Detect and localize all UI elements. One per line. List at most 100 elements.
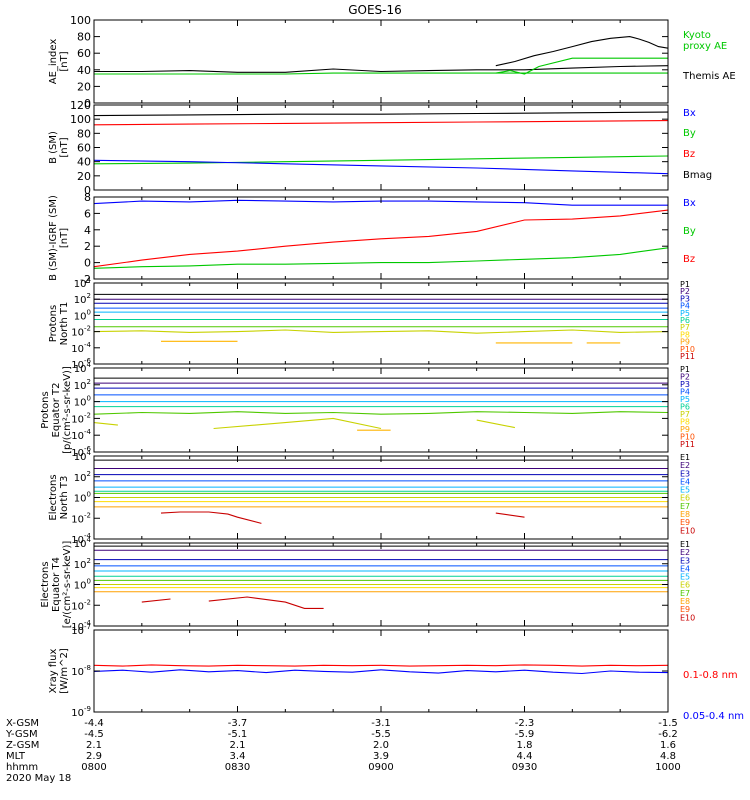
x-tick-label: 3.4 [230, 751, 246, 762]
legend-entry: 0.05-0.4 nm [683, 711, 744, 722]
series-line [208, 596, 324, 609]
y-tick-label: 10-2 [71, 511, 91, 525]
series-line [93, 120, 669, 126]
y-axis-label: Electrons [40, 561, 51, 607]
legend-entry: P5 [680, 395, 690, 404]
series-line [160, 511, 262, 524]
legend-entry: P11 [680, 440, 695, 449]
legend-entry: P1 [680, 365, 690, 374]
series-line [213, 417, 382, 430]
y-tick-label: 40 [77, 156, 91, 169]
series-line [495, 512, 525, 518]
legend-entry: P3 [680, 294, 690, 303]
y-tick-label: 80 [77, 31, 91, 44]
legend-entry: E10 [680, 613, 695, 622]
y-tick-label: 102 [74, 470, 91, 484]
y-axis-label: North T3 [59, 476, 70, 520]
x-axis-row-label: hhmm [6, 762, 38, 773]
y-tick-label: 0 [84, 257, 91, 270]
legend-entry: P3 [680, 380, 690, 389]
series-line [93, 411, 669, 415]
x-tick-label: -3.1 [371, 718, 391, 729]
y-tick-label: 20 [77, 80, 91, 93]
series-line [94, 72, 668, 75]
x-tick-label: 2.9 [86, 751, 102, 762]
x-tick-label: 1.6 [660, 740, 676, 751]
legend-entry: E8 [680, 597, 690, 606]
legend-entry: E8 [680, 510, 690, 519]
legend-entry: E1 [680, 540, 690, 549]
legend-entry: E4 [680, 564, 690, 573]
y-axis-label: [nT] [59, 137, 70, 157]
x-axis-row-label: X-GSM [6, 718, 39, 729]
series-line [93, 247, 669, 269]
legend-entry: Bz [683, 254, 695, 265]
y-tick-label: 104 [74, 449, 92, 463]
x-tick-label: -5.5 [371, 729, 391, 740]
y-tick-label: 10-2 [71, 598, 91, 612]
y-tick-label: 104 [74, 361, 92, 375]
legend-entry: P6 [680, 402, 690, 411]
legend-entry: E3 [680, 556, 690, 565]
x-tick-label: -5.9 [515, 729, 535, 740]
series-line [93, 159, 669, 175]
x-tick-label: 2.1 [230, 740, 246, 751]
y-axis-label: B (SM) [48, 131, 59, 164]
y-tick-label: 100 [74, 578, 91, 592]
legend-entry: P5 [680, 309, 690, 318]
x-tick-label: -4.5 [84, 729, 104, 740]
legend-entry: P9 [680, 338, 690, 347]
x-axis-row-label: Z-GSM [6, 740, 39, 751]
y-axis-label: Electrons [48, 474, 59, 520]
x-tick-label: 0930 [512, 762, 537, 773]
y-tick-label: 60 [77, 142, 91, 155]
x-tick-label: -2.3 [515, 718, 535, 729]
y-tick-label: 10-4 [71, 341, 91, 355]
legend-entry: E9 [680, 605, 690, 614]
legend-entry: Bx [683, 108, 696, 119]
series-line [141, 598, 171, 603]
y-tick-label: 100 [74, 308, 91, 322]
series-line [94, 65, 669, 73]
series-line [93, 669, 669, 675]
y-tick-label: 60 [77, 47, 91, 60]
y-axis-label: North T1 [59, 302, 70, 346]
panel-frame [93, 196, 669, 280]
x-tick-label: -6.2 [658, 729, 678, 740]
x-tick-label: -3.7 [228, 718, 248, 729]
y-axis-label: B (SM)-IGRF (SM) [48, 195, 59, 281]
x-tick-label: -4.4 [84, 718, 104, 729]
y-tick-label: 102 [74, 378, 91, 392]
legend-entry: P10 [680, 345, 695, 354]
legend-entry: E1 [680, 453, 690, 462]
y-tick-label: 0 [84, 97, 91, 110]
legend-entry: E7 [680, 502, 690, 511]
y-tick-label: 10-8 [71, 664, 91, 678]
legend-entry: By [683, 226, 696, 237]
y-axis-label: Protons [48, 305, 59, 342]
y-tick-label: 10-2 [71, 411, 91, 425]
legend-entry: P9 [680, 425, 690, 434]
legend-entry: E6 [680, 494, 690, 503]
legend-entry: E5 [680, 486, 690, 495]
legend-entry: E6 [680, 581, 690, 590]
y-tick-label: 102 [74, 557, 91, 571]
y-axis-label: AE_index [48, 39, 59, 85]
legend-entry: E7 [680, 589, 690, 598]
y-tick-label: 100 [70, 113, 91, 126]
legend-entry: P4 [680, 387, 690, 396]
x-axis-row-label: MLT [6, 751, 26, 762]
series-line [93, 329, 669, 334]
legend-entry: P2 [680, 372, 690, 381]
x-tick-label: 0800 [81, 762, 106, 773]
x-axis-row-label: Y-GSM [5, 729, 38, 740]
y-tick-label: 80 [77, 127, 91, 140]
legend-entry: P8 [680, 417, 690, 426]
y-axis-label: [nT] [59, 228, 70, 248]
legend-entry: Themis AE [682, 71, 736, 82]
legend-entry: P7 [680, 410, 690, 419]
panel-digrf: -2 0 2 4 6 8 B (SM)-IGRF (SM) [nT] Bx By Bz [48, 191, 696, 286]
y-tick-label: 120 [70, 99, 91, 112]
